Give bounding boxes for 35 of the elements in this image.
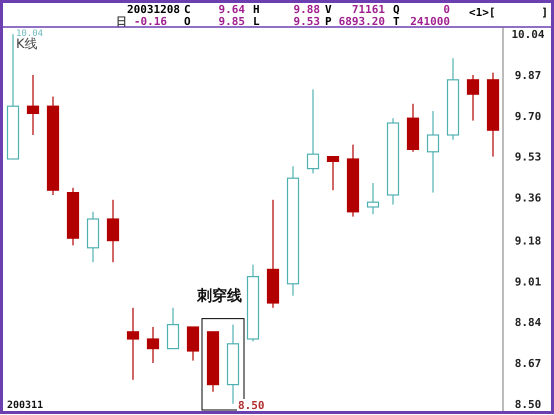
y-tick-label: 9.18 xyxy=(514,234,542,248)
annotation: 6893.20 xyxy=(338,15,385,28)
text: H xyxy=(253,3,260,16)
text: V xyxy=(325,3,332,16)
text: K线 xyxy=(16,37,38,52)
annotation: P xyxy=(325,15,332,28)
text: 9.64 xyxy=(218,3,246,16)
y-tick-label: 9.01 xyxy=(514,275,542,288)
annotation: O xyxy=(184,15,191,28)
y-tick-label: 9.70 xyxy=(514,110,542,123)
annotation: -0.16 xyxy=(134,15,168,28)
text: C xyxy=(184,3,191,16)
text: ] xyxy=(541,6,548,19)
annotation: 日 xyxy=(116,15,127,28)
annotation: 9.85 xyxy=(218,15,245,28)
annotation: L xyxy=(253,15,260,28)
annotation: 刺穿线 xyxy=(196,286,242,305)
y-tick-label: 9.87 xyxy=(514,69,542,82)
annotation: 200311 xyxy=(7,400,44,411)
text: Q xyxy=(393,3,400,16)
y-tick-label: 8.50 xyxy=(514,398,542,411)
y-tick-label: 8.67 xyxy=(514,357,542,370)
annotation: 9.53 xyxy=(294,15,320,28)
y-tick-label: 9.36 xyxy=(514,191,542,204)
y-tick-label: 10.04 xyxy=(511,28,545,42)
annotation: 241000 xyxy=(410,15,450,28)
annotation: T xyxy=(393,15,400,28)
text: 0 xyxy=(443,3,450,16)
text: 20031208 xyxy=(127,3,180,16)
text: 71161 xyxy=(352,3,386,16)
text: <1>[ xyxy=(469,6,496,19)
low-price-label: 8.50 xyxy=(237,399,267,412)
y-tick-label: 8.84 xyxy=(514,316,542,330)
text: 9.88 xyxy=(294,3,320,16)
y-tick-label: 9.53 xyxy=(514,150,542,164)
